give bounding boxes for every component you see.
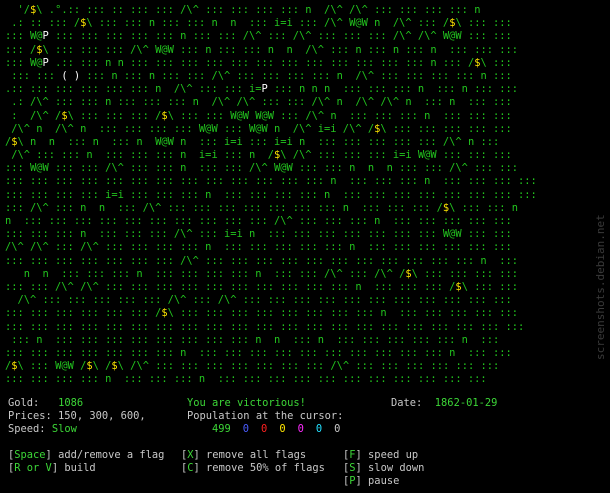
population-value: 0 (334, 423, 341, 435)
map-row: ::: ::: ::: ::: n ::: ::: ::: n ::: ::: … (5, 373, 493, 386)
population-value: 0 (261, 423, 268, 435)
map-row: ::: ::: ::: ::: i=i ::: ::: ::: n ::: ::… (5, 188, 543, 201)
key-r-or-v: R or V (14, 462, 52, 474)
map-row: ::: n ::: ::: ::: ::: ::: ::: ::: ::: n … (5, 333, 506, 346)
map-row: ::: /\^ ::: n n ::: /\^ ::: ::: ::: ::: … (5, 201, 525, 214)
prices-readout: Prices: 150, 300, 600, (8, 410, 146, 423)
map-row: ::: ::: ::: ::: ::: ::: ::: n ::: ::: ::… (5, 346, 518, 359)
map-row: /\^ ::: ::: ::: ::: ::: /\^ ::: /\^ ::: … (5, 294, 518, 307)
map-row: ::: ::: ::: ::: ::: ::: ::: ::: ::: ::: … (5, 175, 543, 188)
help-build: [R or V] build (8, 462, 96, 474)
date-value: 1862-01-29 (434, 397, 498, 409)
help-remove-half-text: remove 50% of flags (199, 462, 325, 474)
speed-value: Slow (51, 423, 77, 435)
population-values: 499 0 0 0 0 0 0 (212, 423, 352, 436)
help-speed-up-text: speed up (361, 449, 419, 461)
population-value: 0 (315, 423, 323, 435)
map-row: n ::: ::: ::: ::: ::: ::: ::: ::: ::: ::… (5, 215, 518, 227)
map-row: ::: /$\ ::: ::: ::: /\^ W@W ::: n ::: ::… (5, 43, 525, 56)
map-row: ::: ::: ::: ::: ::: ::: ::: ::: ::: ::: … (5, 320, 531, 333)
key-space: Space (14, 449, 46, 461)
map-row: /$\ ::: W@W /$\ /$\ /\^ ::: ::: ::: ::: … (5, 360, 506, 373)
key-s: S (349, 462, 356, 474)
population-value: 0 (242, 423, 250, 435)
map-row: ::: ::: /\^ /\^ ::: ::: ::: ::: ::: ::: … (5, 280, 525, 293)
help-space-text: add/remove a flag (51, 449, 165, 461)
key-c: C (187, 462, 194, 474)
map-row: .: /\^ ::: ::: n ::: ::: ::: n /\^ /\^ :… (5, 96, 518, 109)
key-f: F (349, 449, 356, 461)
population-label: Population at the cursor: (187, 410, 343, 423)
map-row: ::: ::: ::: ::: ::: ::: /$\ ::: ::: ::: … (5, 307, 525, 320)
key-x: X (187, 449, 194, 461)
map-row: /\^ n /\^ n ::: ::: ::: ::: W@W ::: W@W … (5, 122, 518, 135)
map-row: .:: ::: ::: ::: ::: ::: n /\^ ::: ::: i=… (5, 83, 525, 96)
map-row: /\^ /\^ ::: /\^ ::: ::: ::: ::: n ::: ::… (5, 241, 518, 254)
prices-text: Prices: 150, 300, 600, (8, 410, 146, 422)
key-p: P (349, 475, 356, 487)
victory-message: You are victorious! (187, 397, 306, 410)
victory-text: You are victorious! (187, 397, 306, 409)
help-remove-half: [C] remove 50% of flags (181, 462, 325, 474)
help-remove-all: [X] remove all flags (181, 449, 307, 461)
map-row: ::: ::: ::: ::: ::: ::: ::: /\^ ::: ::: … (5, 254, 525, 267)
speed-readout: Speed: Slow (8, 423, 77, 436)
population-value: 0 (279, 423, 286, 435)
help-speed-up: [F] speed up (343, 449, 419, 461)
help-build-text: build (58, 462, 96, 474)
map-row: ::: W@P ::: ::: ::: ::: ::: n ::: ::: /\… (5, 30, 518, 43)
watermark: screenshots.debian.net (594, 214, 607, 360)
speed-label: Speed: (8, 423, 46, 435)
map-row: ::: ::: ( ) ::: n ::: n ::: ::: /\^ ::: … (5, 69, 518, 82)
map-row: n n ::: ::: ::: n ::: ::: ::: ::: n ::: … (5, 267, 525, 280)
population-label-text: Population at the cursor: (187, 410, 344, 422)
help-pause-text: pause (361, 475, 400, 487)
map-row: ::: ::: ::: n ::: ::: ::: /\^ ::: i=i n … (5, 228, 518, 241)
gold-value: 1086 (58, 397, 84, 409)
help-pause: [P] pause (343, 475, 400, 487)
map-row: '/$\ .°.:: ::: :: ::: ::: /\^ ::: ::: ::… (5, 4, 493, 16)
help-remove-all-text: remove all flags (199, 449, 307, 461)
gold-readout: Gold: 1086 (8, 397, 83, 410)
help-slow-down: [S] slow down (343, 462, 425, 474)
map-row: .: :: ::: /$\ ::: ::: n ::: ::: n n ::: … (5, 17, 519, 30)
date-readout: Date: 1862-01-29 (391, 397, 497, 410)
map-row: ::: W@W ::: ::: /\^ ::: ::: n ::: ::: /\… (5, 162, 525, 175)
map-row: /\^ ::: ::: n ::: ::: ::: n i=i ::: n /$… (5, 149, 518, 162)
population-value: 499 (212, 423, 231, 435)
help-space: [Space] add/remove a flag (8, 449, 165, 461)
gold-label: Gold: (8, 397, 40, 409)
map-row: : /\^ /$\ ::: ::: ::: /$\ ::: ::: W@W W@… (5, 109, 519, 122)
game-map[interactable]: '/$\ .°.:: ::: :: ::: ::: /\^ ::: ::: ::… (5, 4, 605, 386)
date-label: Date: (391, 397, 423, 409)
population-value: 0 (297, 423, 304, 435)
map-row: /$\ n n ::: n ::: n W@W n ::: i=i ::: i=… (5, 135, 506, 148)
map-row: ::: W@P .:: ::: n n ::: ::: ::: ::: ::: … (5, 56, 519, 69)
help-slow-down-text: slow down (361, 462, 425, 474)
